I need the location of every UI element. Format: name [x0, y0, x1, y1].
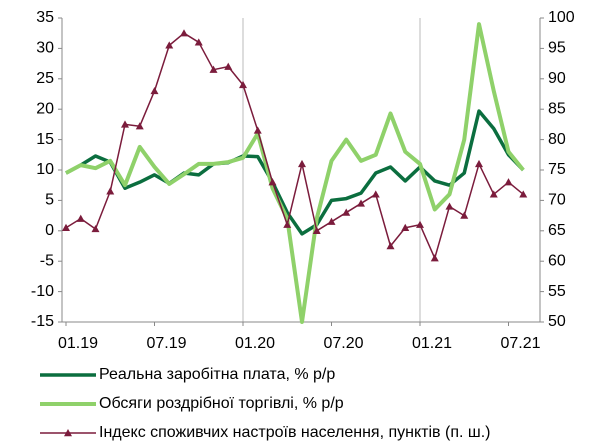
series-marker	[283, 220, 292, 228]
y-tick-label: 5	[45, 192, 54, 209]
x-tick-label: 07.19	[146, 335, 186, 352]
y2-tick-label: 65	[548, 222, 566, 239]
series-marker	[180, 29, 188, 37]
y-tick-label: -10	[31, 283, 54, 300]
y2-tick-label: 95	[548, 40, 566, 57]
series-marker	[504, 178, 513, 186]
legend-marker	[64, 429, 72, 437]
y-tick-label: 0	[45, 222, 54, 239]
series-line	[65, 22, 525, 324]
x-tick-label: 07.20	[323, 335, 363, 352]
series-marker	[209, 65, 218, 73]
series-marker	[386, 242, 395, 250]
series-marker	[401, 223, 410, 231]
series-line	[65, 32, 524, 259]
series-marker	[135, 122, 144, 130]
series-line	[65, 109, 525, 236]
x-tick-label: 01.19	[58, 335, 98, 352]
x-tick-label: 07.21	[500, 335, 540, 352]
series-marker	[62, 223, 70, 231]
y2-tick-label: 80	[548, 131, 566, 148]
series-marker	[268, 178, 277, 186]
legend-label: Обсяги роздрібної торгівлі, % р/р	[99, 395, 344, 412]
y-tick-label: 10	[36, 161, 54, 178]
legend-label: Реальна заробітна плата, % р/р	[99, 366, 335, 383]
y-tick-label: 20	[36, 100, 54, 117]
series-marker	[224, 62, 233, 70]
series-marker	[298, 159, 306, 168]
series-marker	[165, 41, 174, 49]
y2-tick-label: 75	[548, 161, 566, 178]
series-marker	[445, 202, 454, 210]
series-marker	[121, 120, 129, 128]
series-marker	[312, 226, 321, 234]
x-tick-label: 01.20	[235, 335, 275, 352]
y-tick-label: 15	[36, 131, 54, 148]
series-marker	[76, 214, 85, 222]
series-marker	[194, 38, 203, 46]
series-marker	[106, 187, 115, 195]
series-marker	[489, 190, 498, 198]
series-marker	[91, 224, 100, 233]
y2-tick-label: 90	[548, 70, 566, 87]
y-tick-label: -5	[40, 252, 54, 269]
series-marker	[519, 190, 528, 198]
series-marker	[460, 211, 469, 219]
series-marker	[475, 159, 483, 168]
x-tick-label: 01.21	[412, 335, 452, 352]
y-tick-label: 25	[36, 70, 54, 87]
y2-tick-label: 55	[548, 283, 566, 300]
series-marker	[357, 199, 365, 207]
y2-tick-label: 85	[548, 100, 566, 117]
series-marker	[150, 86, 159, 95]
y-tick-label: -15	[31, 313, 54, 330]
series-marker	[239, 80, 247, 89]
y2-tick-label: 70	[548, 192, 566, 209]
y2-tick-label: 100	[548, 9, 575, 26]
legend-label: Індекс споживчих настроїв населення, пун…	[99, 424, 490, 441]
series-marker	[430, 254, 439, 262]
series-marker	[371, 190, 380, 198]
y-tick-label: 35	[36, 9, 54, 26]
series-marker	[327, 217, 336, 225]
y2-tick-label: 60	[548, 252, 566, 269]
series-marker	[342, 208, 351, 216]
y2-tick-label: 50	[548, 313, 566, 330]
series-marker	[253, 126, 262, 134]
series-marker	[416, 220, 424, 228]
y-tick-label: 30	[36, 40, 54, 57]
